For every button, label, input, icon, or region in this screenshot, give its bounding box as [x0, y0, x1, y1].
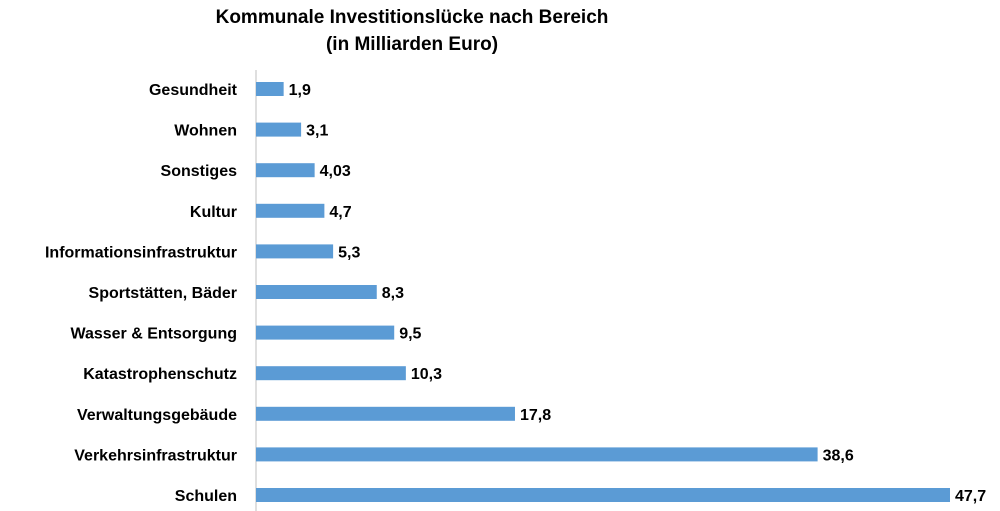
- value-label-sonstiges: 4,03: [320, 163, 351, 180]
- bar-kultur: [256, 203, 325, 218]
- category-label-wasser-entsorgung: Wasser & Entsorgung: [70, 326, 237, 343]
- value-label-verkehrsinfrastruktur: 38,6: [823, 447, 854, 464]
- category-label-verwaltungsgebäude: Verwaltungsgebäude: [77, 407, 237, 424]
- bars-group: Gesundheit 1,9 Wohnen 3,1 Sonstiges 4,03 Kultu…: [45, 82, 986, 505]
- category-label-sonstiges: Sonstiges: [161, 163, 238, 180]
- bar-informationsinfrastruktur: [256, 244, 334, 259]
- value-label-sportstätten-bäder: 8,3: [382, 285, 404, 302]
- bar-gesundheit: [256, 82, 284, 96]
- bar-wasser-entsorgung: [256, 325, 395, 340]
- bar-verkehrsinfrastruktur: [256, 447, 818, 462]
- value-label-verwaltungsgebäude: 17,8: [520, 407, 551, 424]
- value-label-gesundheit: 1,9: [289, 82, 311, 99]
- bar-sonstiges: [256, 163, 315, 178]
- category-label-kultur: Kultur: [190, 204, 237, 221]
- category-label-verkehrsinfrastruktur: Verkehrsinfrastruktur: [74, 447, 237, 464]
- value-label-katastrophenschutz: 10,3: [411, 366, 442, 383]
- category-label-gesundheit: Gesundheit: [149, 82, 238, 99]
- category-label-wohnen: Wohnen: [174, 123, 237, 140]
- category-label-schulen: Schulen: [175, 488, 237, 505]
- value-label-wasser-entsorgung: 9,5: [399, 326, 421, 343]
- bar-schulen: [256, 488, 950, 502]
- chart-title: Kommunale Investitionslücke nach Bereich: [216, 7, 609, 28]
- chart-subtitle: (in Milliarden Euro): [326, 34, 498, 55]
- bar-wohnen: [256, 122, 302, 137]
- category-label-katastrophenschutz: Katastrophenschutz: [83, 366, 237, 383]
- category-label-sportstätten-bäder: Sportstätten, Bäder: [89, 285, 237, 302]
- value-label-informationsinfrastruktur: 5,3: [338, 244, 360, 261]
- bar-sportstätten-bäder: [256, 285, 377, 299]
- bar-verwaltungsgebäude: [256, 406, 515, 421]
- bar-katastrophenschutz: [256, 366, 406, 381]
- value-label-kultur: 4,7: [329, 204, 351, 221]
- value-label-schulen: 47,7: [955, 488, 986, 505]
- value-label-wohnen: 3,1: [306, 123, 328, 140]
- category-label-informationsinfrastruktur: Informationsinfrastruktur: [45, 244, 237, 261]
